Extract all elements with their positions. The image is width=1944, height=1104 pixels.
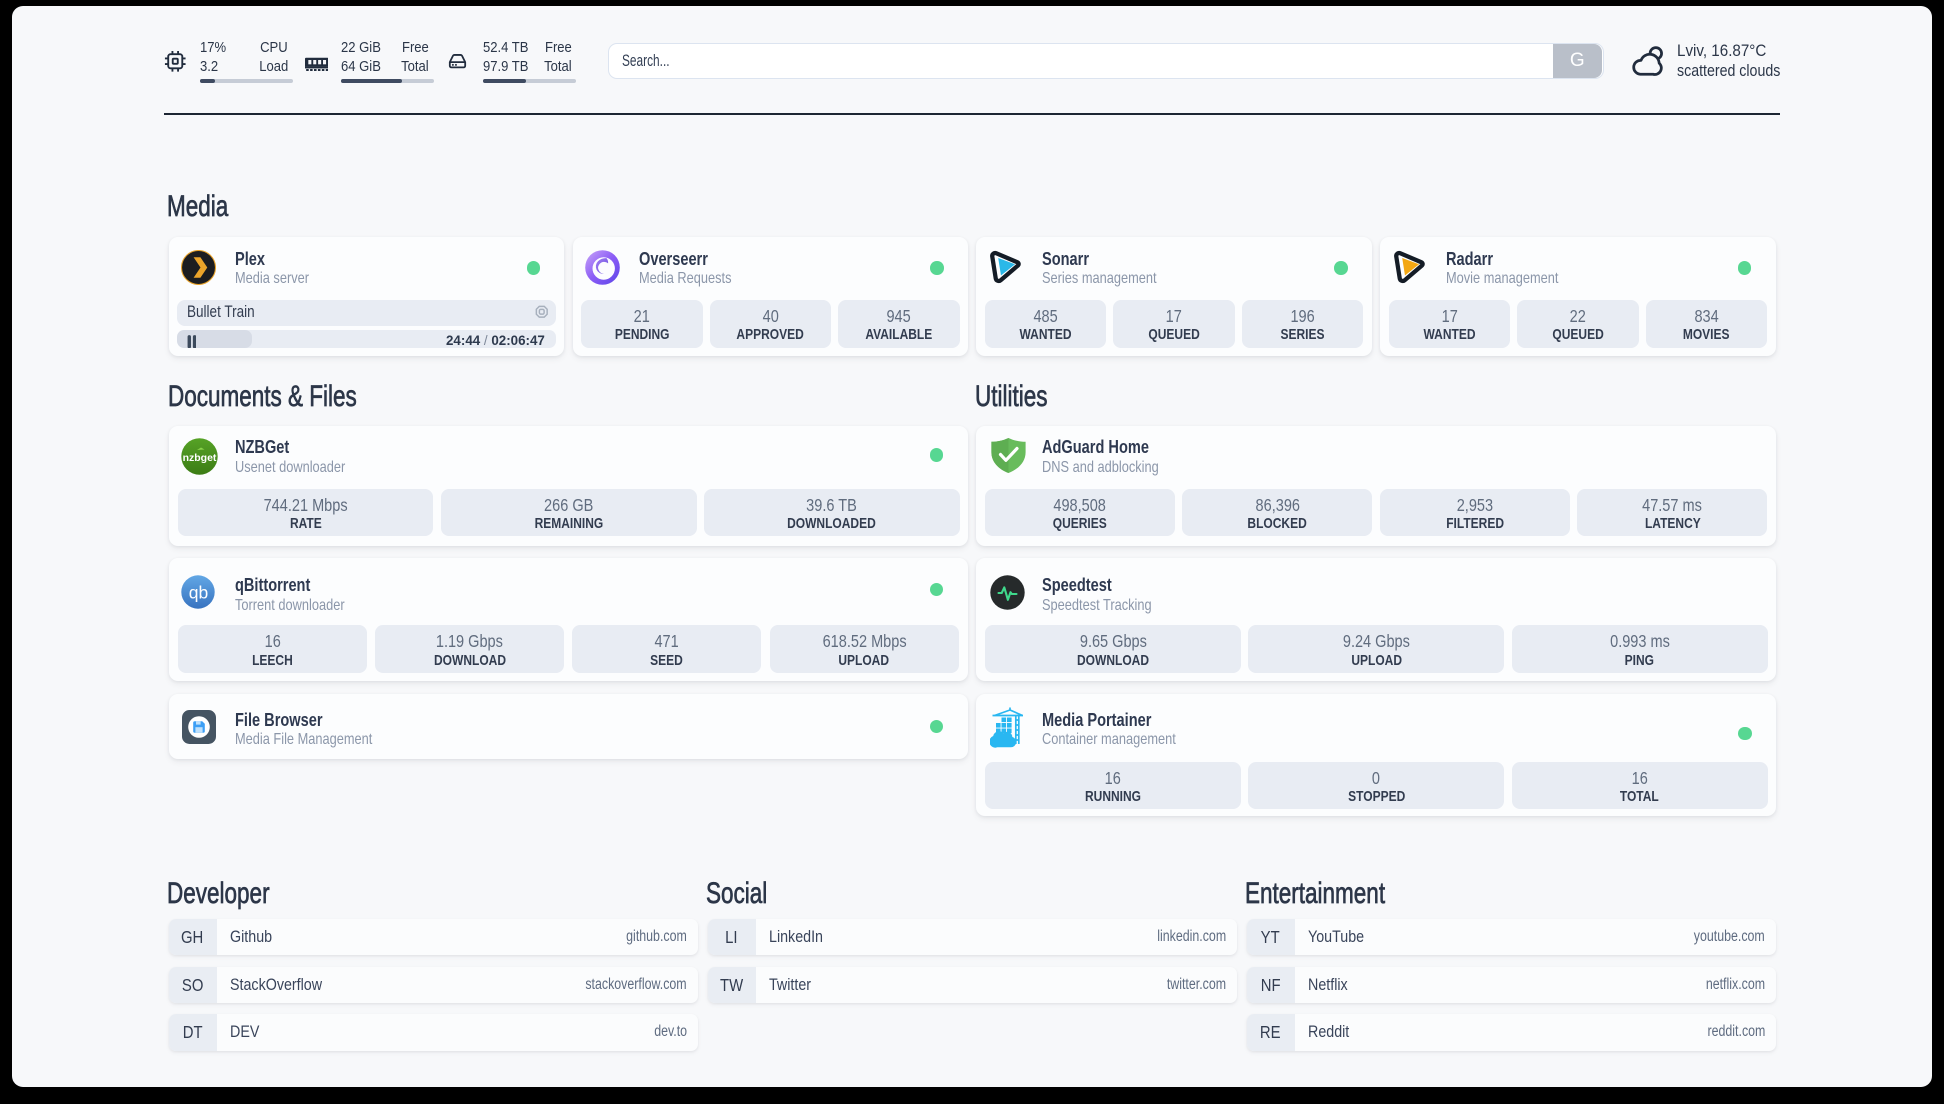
svg-text:qb: qb — [189, 583, 208, 603]
svg-text:nzbget: nzbget — [182, 452, 216, 464]
